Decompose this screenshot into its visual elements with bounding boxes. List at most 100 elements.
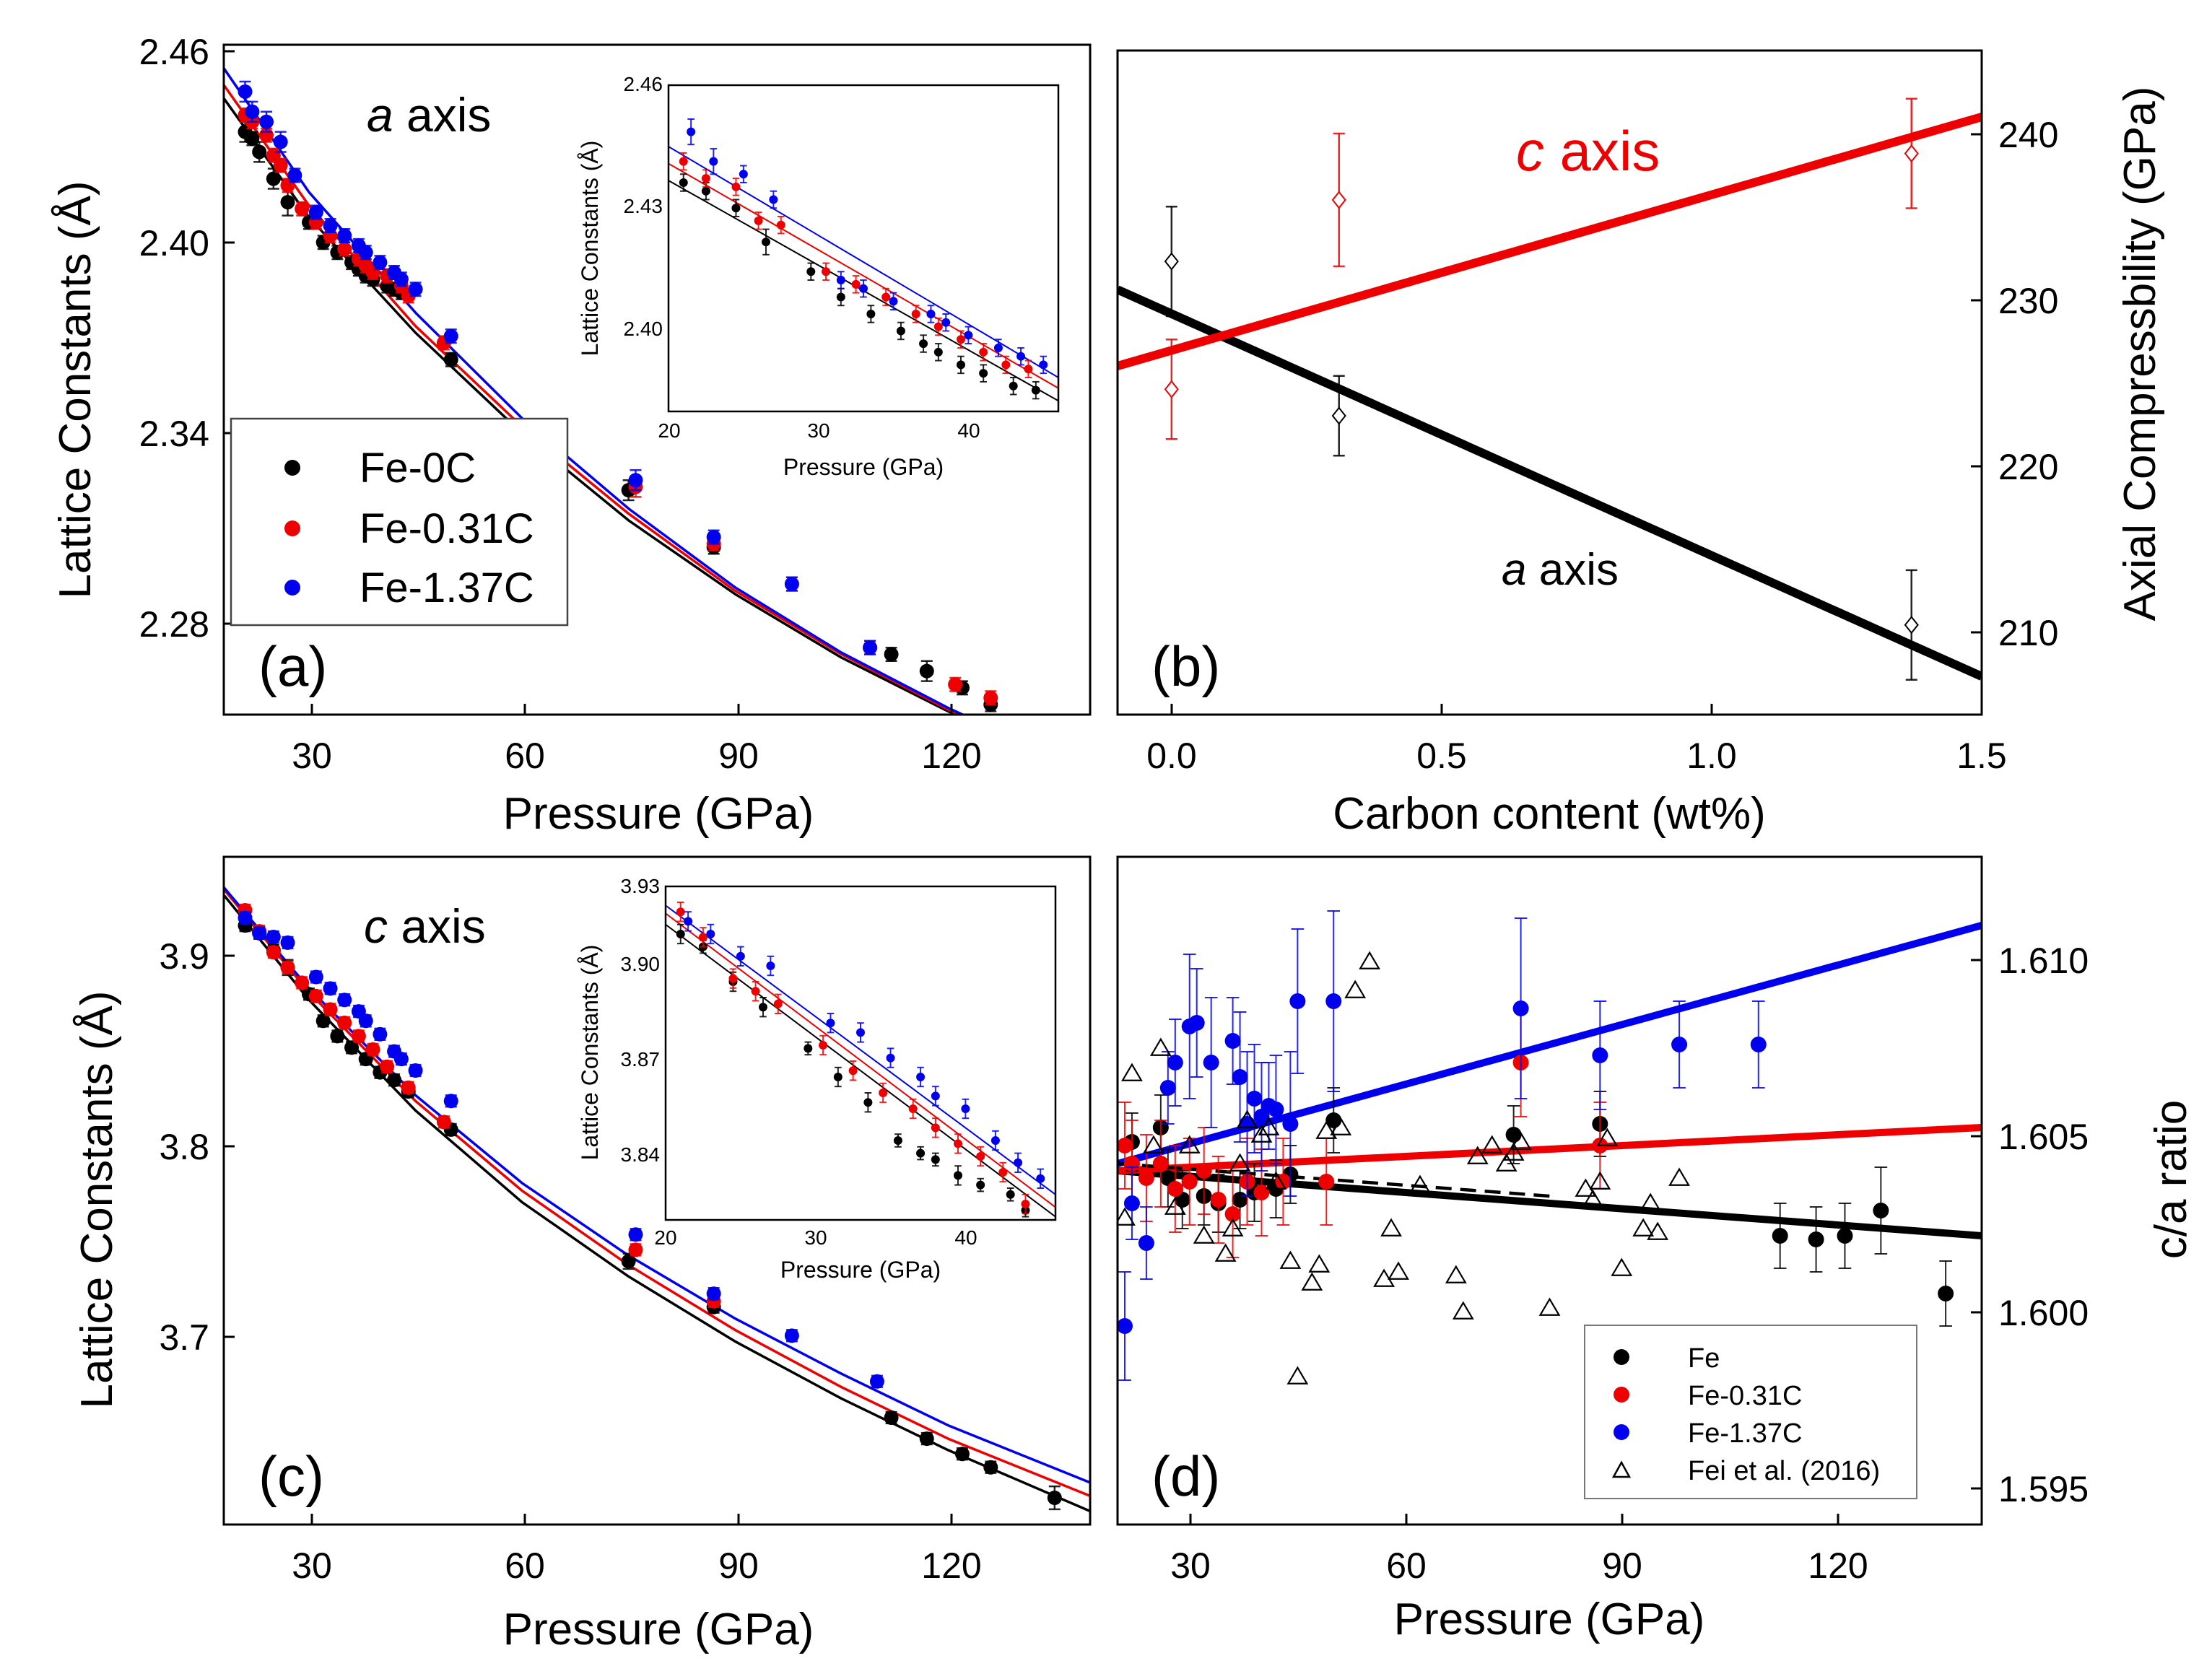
fit-line-fe-0-31c-fit	[669, 162, 1058, 389]
data-point-fe-0c	[701, 186, 710, 196]
data-point-fe-0-31c	[295, 975, 310, 990]
data-point-fe-1-37c	[1016, 352, 1026, 361]
data-point-fe-1-37c	[1036, 1174, 1045, 1183]
panel-a-inset-y-axis-label: Lattice Constants (Å)	[577, 141, 603, 357]
data-point-fe-1-37c	[238, 84, 253, 99]
data-point-fe-0c	[836, 292, 845, 302]
data-point-fei-et-al-2016	[1301, 1272, 1323, 1291]
data-point-fe-0-31c	[351, 1029, 366, 1044]
panel-a-frame	[222, 43, 1092, 716]
data-point-fe-1-37c	[869, 1374, 884, 1389]
panel-c-inset-plot-area	[666, 902, 1055, 1218]
legend-label-fe-031c: Fe-0.31C	[360, 505, 534, 552]
panel-c-y-tick-marks	[224, 954, 235, 1338]
data-point-fe-0-31c	[957, 335, 965, 344]
data-point-fe-0-31c	[1024, 365, 1033, 374]
data-point-fe-1-37c	[926, 309, 936, 318]
panel-a-x-tick-marks	[310, 704, 953, 715]
panel-d-y-tick-label: 1.595	[1998, 1469, 2089, 1509]
panel-c-inset-y-tick-label: 3.90	[621, 953, 661, 975]
data-point-fe-1-37c	[393, 1052, 409, 1067]
data-point-fe-1-37c	[337, 993, 352, 1008]
data-point-fei-et-al-2016	[1222, 1218, 1244, 1237]
data-point-fe-1-37c	[408, 282, 423, 297]
data-point-fe-0-31c	[776, 220, 785, 230]
data-point-fe-0-31c	[365, 1042, 380, 1057]
data-point-fe-0c	[884, 1410, 899, 1425]
data-point-fe-0c	[443, 352, 458, 367]
panel-c-inset-x-axis-label: Pressure (GPa)	[780, 1257, 941, 1283]
panel-a-annotation: a axis	[367, 88, 491, 141]
data-point-fe-0c	[983, 1460, 998, 1475]
data-point-fei-et-al-2016	[1330, 1117, 1352, 1135]
data-point-fe-1-37c	[889, 297, 898, 306]
data-point-fe-1-37c	[1232, 1069, 1248, 1085]
data-point-fe-0c	[621, 1254, 636, 1269]
data-point-fe-0-31c	[308, 988, 323, 1003]
data-point-fei-et-al-2016	[1668, 1167, 1690, 1186]
data-point-fe-0c	[245, 131, 260, 146]
panel-c: 30 60 90 120 3.7 3.8 3.9 Pressure (GPa) …	[72, 855, 1092, 1654]
data-point-fei-et-al-2016	[1502, 1142, 1525, 1161]
data-point-fei-et-al-2016	[1640, 1192, 1662, 1211]
data-point-fe-0c	[931, 1155, 940, 1164]
panel-a-x-axis-label: Pressure (GPa)	[503, 789, 814, 839]
panel-d-y-tick-label: 1.610	[1998, 941, 2089, 981]
data-point-fe-1-37c	[1118, 1318, 1133, 1334]
panel-d-legend: Fe Fe-0.31C Fe-1.37C Fei et al. (2016)	[1584, 1325, 1917, 1499]
data-point-fe-0c	[1031, 385, 1040, 395]
data-point-a-axis	[1331, 406, 1346, 425]
data-point-fe-1-37c	[964, 331, 973, 340]
legend-label-fe-137c: Fe-1.37C	[1688, 1418, 1802, 1449]
legend-marker-fe-137c	[1614, 1424, 1629, 1440]
data-point-fe-0c	[344, 1040, 360, 1055]
data-point-fe-0-31c	[879, 1089, 888, 1097]
data-point-fei-et-al-2016	[1510, 1131, 1532, 1150]
data-point-fe-0c	[731, 204, 741, 213]
data-point-fe-0c	[387, 1073, 402, 1088]
panel-d-x-tick-label: 60	[1386, 1545, 1427, 1586]
data-point-fe-1-37c	[1289, 993, 1306, 1009]
data-point-fe-0-31c	[954, 1139, 962, 1148]
panel-b-x-tick-label: 0.0	[1146, 736, 1197, 776]
panel-c-x-tick-marks	[310, 1514, 953, 1525]
panel-a-y-tick-label: 2.40	[139, 223, 209, 263]
data-point-fe-0c	[884, 647, 899, 662]
data-point-fei-et-al-2016	[1308, 1254, 1331, 1273]
panel-a-inset-y-tick-label: 2.46	[624, 73, 663, 95]
data-point-fe-1-37c	[1188, 1015, 1205, 1031]
data-point-fe-0-31c	[1167, 1181, 1183, 1197]
data-point-fe-0-31c	[676, 907, 685, 917]
data-point-fe-0c	[833, 1073, 842, 1081]
data-point-fe	[1772, 1228, 1788, 1244]
panel-d-x-tick-label: 120	[1808, 1545, 1868, 1586]
data-point-fe-0-31c	[323, 1002, 338, 1017]
data-point-fei-et-al-2016	[1359, 951, 1381, 969]
fit-line-fe-0c-fit	[666, 923, 1055, 1218]
panel-a-inset-x-tick-label: 40	[957, 419, 980, 442]
legend-marker-fe-0c	[284, 460, 300, 476]
panel-d-plot-area	[1118, 910, 1982, 1604]
data-point-fe-0c	[679, 178, 688, 188]
data-point-fe-1-37c	[1203, 1055, 1219, 1070]
data-point-fe-0c	[330, 1029, 345, 1044]
panel-c-x-tick-label: 90	[718, 1545, 759, 1586]
data-point-fei-et-al-2016	[1338, 1588, 1357, 1604]
panel-c-y-tick-label: 3.8	[159, 1127, 209, 1167]
data-point-fei-et-al-2016	[1589, 1171, 1611, 1190]
legend-label-fe-031c: Fe-0.31C	[1688, 1381, 1802, 1411]
data-point-fei-et-al-2016	[1388, 1261, 1409, 1280]
data-point-fe-1-37c	[323, 981, 338, 996]
data-point-fe-0-31c	[436, 1115, 451, 1130]
fit-line-fe-0-31c-fit	[666, 912, 1055, 1208]
data-point-fe-1-37c	[238, 910, 253, 925]
data-point-fei-et-al-2016	[1344, 980, 1367, 998]
panel-d-frame	[1116, 855, 1983, 1526]
data-point-fe-0-31c	[976, 1152, 985, 1161]
data-point-fe-1-37c	[886, 1053, 895, 1063]
data-point-fe	[1873, 1203, 1889, 1218]
panel-b-letter: (b)	[1151, 634, 1220, 698]
data-point-fe-0-31c	[931, 1123, 940, 1133]
panel-c-annotation: c axis	[364, 899, 486, 953]
data-point-fe-1-37c	[266, 930, 281, 944]
